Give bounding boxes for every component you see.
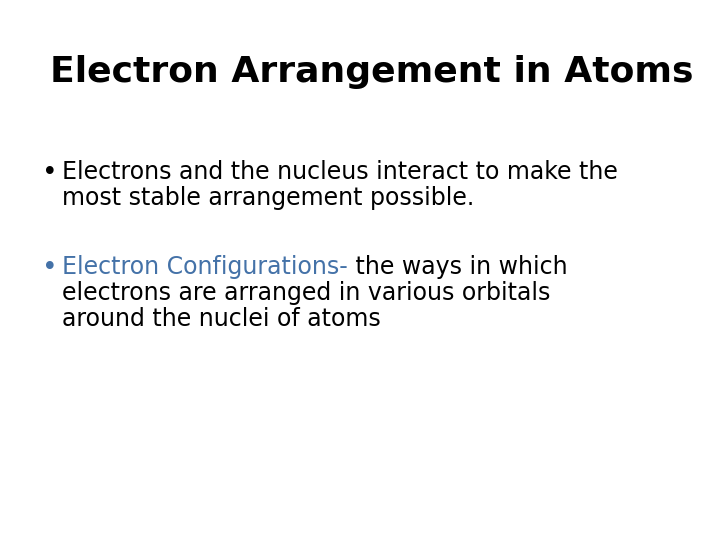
Text: the ways in which: the ways in which [348, 255, 567, 279]
Text: electrons are arranged in various orbitals: electrons are arranged in various orbita… [62, 281, 550, 305]
Text: around the nuclei of atoms: around the nuclei of atoms [62, 307, 381, 331]
Text: •: • [42, 160, 58, 186]
Text: Electrons and the nucleus interact to make the: Electrons and the nucleus interact to ma… [62, 160, 618, 184]
Text: •: • [42, 255, 58, 281]
Text: most stable arrangement possible.: most stable arrangement possible. [62, 186, 474, 210]
Text: Electron Configurations-: Electron Configurations- [62, 255, 348, 279]
Text: Electron Arrangement in Atoms: Electron Arrangement in Atoms [50, 55, 693, 89]
